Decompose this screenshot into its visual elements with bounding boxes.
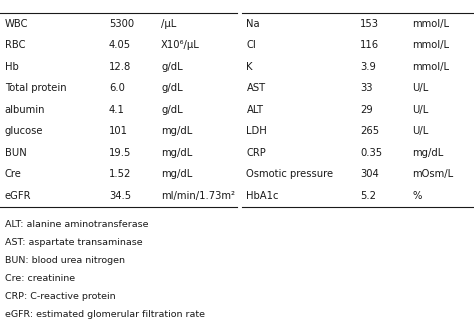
Text: mmol/L: mmol/L <box>412 40 449 51</box>
Text: Cl: Cl <box>246 40 256 51</box>
Text: 304: 304 <box>360 169 379 179</box>
Text: ALT: ALT <box>246 105 264 115</box>
Text: U/L: U/L <box>412 126 428 136</box>
Text: glucose: glucose <box>5 126 43 136</box>
Text: 116: 116 <box>360 40 379 51</box>
Text: Osmotic pressure: Osmotic pressure <box>246 169 334 179</box>
Text: Cre: Cre <box>5 169 22 179</box>
Text: Cre: creatinine: Cre: creatinine <box>5 274 75 283</box>
Text: BUN: blood urea nitrogen: BUN: blood urea nitrogen <box>5 256 125 265</box>
Text: Na: Na <box>246 19 260 29</box>
Text: AST: AST <box>246 83 265 93</box>
Text: 1.52: 1.52 <box>109 169 131 179</box>
Text: HbA1c: HbA1c <box>246 191 279 201</box>
Text: 265: 265 <box>360 126 379 136</box>
Text: 4.1: 4.1 <box>109 105 125 115</box>
Text: 34.5: 34.5 <box>109 191 131 201</box>
Text: X10⁶/μL: X10⁶/μL <box>161 40 200 51</box>
Text: U/L: U/L <box>412 105 428 115</box>
Text: AST: aspartate transaminase: AST: aspartate transaminase <box>5 238 142 247</box>
Text: 5.2: 5.2 <box>360 191 376 201</box>
Text: ALT: alanine aminotransferase: ALT: alanine aminotransferase <box>5 220 148 229</box>
Text: mg/dL: mg/dL <box>412 148 444 158</box>
Text: BUN: BUN <box>5 148 27 158</box>
Text: ml/min/1.73m²: ml/min/1.73m² <box>161 191 235 201</box>
Text: 19.5: 19.5 <box>109 148 131 158</box>
Text: 101: 101 <box>109 126 128 136</box>
Text: Hb: Hb <box>5 62 18 72</box>
Text: LDH: LDH <box>246 126 267 136</box>
Text: mOsm/L: mOsm/L <box>412 169 454 179</box>
Text: 0.35: 0.35 <box>360 148 383 158</box>
Text: mmol/L: mmol/L <box>412 19 449 29</box>
Text: eGFR: estimated glomerular filtration rate: eGFR: estimated glomerular filtration ra… <box>5 310 205 319</box>
Text: Total protein: Total protein <box>5 83 66 93</box>
Text: 6.0: 6.0 <box>109 83 125 93</box>
Text: 29: 29 <box>360 105 373 115</box>
Text: /μL: /μL <box>161 19 176 29</box>
Text: 4.05: 4.05 <box>109 40 131 51</box>
Text: albumin: albumin <box>5 105 45 115</box>
Text: eGFR: eGFR <box>5 191 31 201</box>
Text: mg/dL: mg/dL <box>161 126 192 136</box>
Text: 5300: 5300 <box>109 19 134 29</box>
Text: g/dL: g/dL <box>161 83 183 93</box>
Text: U/L: U/L <box>412 83 428 93</box>
Text: %: % <box>412 191 422 201</box>
Text: mg/dL: mg/dL <box>161 148 192 158</box>
Text: WBC: WBC <box>5 19 28 29</box>
Text: K: K <box>246 62 253 72</box>
Text: mg/dL: mg/dL <box>161 169 192 179</box>
Text: 12.8: 12.8 <box>109 62 131 72</box>
Text: g/dL: g/dL <box>161 62 183 72</box>
Text: CRP: C-reactive protein: CRP: C-reactive protein <box>5 292 115 301</box>
Text: 33: 33 <box>360 83 373 93</box>
Text: 3.9: 3.9 <box>360 62 376 72</box>
Text: 153: 153 <box>360 19 379 29</box>
Text: mmol/L: mmol/L <box>412 62 449 72</box>
Text: RBC: RBC <box>5 40 25 51</box>
Text: g/dL: g/dL <box>161 105 183 115</box>
Text: CRP: CRP <box>246 148 266 158</box>
